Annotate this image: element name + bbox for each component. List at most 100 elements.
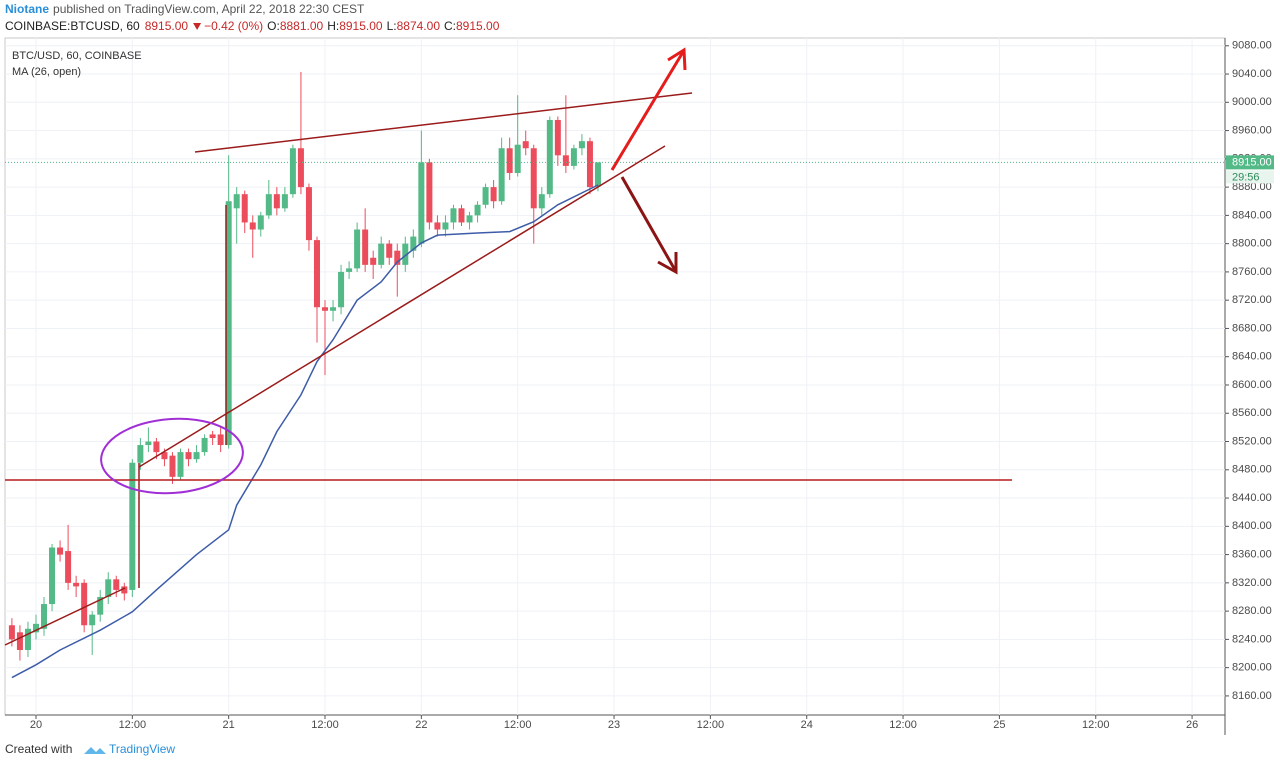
candle-body (97, 596, 104, 615)
candle-body (145, 441, 152, 446)
x-tick-label: 12:00 (119, 719, 147, 731)
y-tick-label: 8280.00 (1232, 605, 1272, 617)
resistance-line (194, 92, 693, 153)
candle-body (578, 141, 585, 149)
candle-body (297, 148, 304, 188)
highlight-circle (100, 417, 244, 495)
last-price-label: 8915.00 (1232, 156, 1272, 168)
x-tick-label: 12:00 (504, 719, 532, 731)
candle-body (322, 307, 329, 311)
y-tick-label: 9000.00 (1232, 96, 1272, 108)
candle-body (265, 194, 272, 216)
candle-body (338, 271, 345, 308)
y-tick-label: 8560.00 (1232, 407, 1272, 419)
candle-body (514, 144, 521, 173)
ma-line (11, 184, 599, 679)
candle-body (490, 187, 497, 202)
legend-ma: MA (26, open) (12, 66, 81, 78)
candle-body (233, 194, 240, 209)
y-tick-label: 8840.00 (1232, 209, 1272, 221)
x-tick-label: 12:00 (1082, 719, 1110, 731)
y-tick-label: 8520.00 (1232, 435, 1272, 447)
candle-body (305, 187, 312, 241)
change: −0.42 (0%) (204, 19, 263, 33)
last-price: 8915.00 (145, 19, 189, 33)
candle-body (8, 625, 15, 640)
candle-body (73, 582, 80, 587)
candle-body (24, 628, 31, 650)
candle-body (474, 204, 481, 216)
candle-body (257, 215, 264, 230)
y-tick-label: 8960.00 (1232, 124, 1272, 136)
header: Niotane published on TradingView.com, Ap… (5, 2, 500, 33)
candle-body (410, 236, 417, 251)
candle-body (185, 452, 192, 460)
x-tick-label: 24 (801, 719, 813, 731)
drawings (4, 47, 1012, 646)
axes: 8160.00 8200.00 8240.00 8280.00 8320.00 8360.… (30, 40, 1274, 731)
candle-body (426, 162, 433, 223)
candle-body (225, 201, 232, 446)
candle-body (522, 141, 529, 149)
y-tick-label: 8880.00 (1232, 181, 1272, 193)
candle-body (81, 582, 88, 626)
candle-body (65, 551, 72, 583)
x-tick-label: 12:00 (697, 719, 725, 731)
ohlc-value: 8881.00 (280, 19, 324, 33)
candle-body (402, 243, 409, 265)
countdown: 29:56 (1232, 171, 1260, 183)
candle-body (386, 243, 393, 258)
author[interactable]: Niotane (5, 2, 49, 16)
countdown-box (1226, 170, 1274, 184)
candle-body (506, 148, 513, 173)
candle-body (313, 240, 320, 308)
y-tick-label: 8400.00 (1232, 520, 1272, 532)
candle-body (594, 162, 601, 187)
candle-body (362, 229, 369, 265)
logo-icon (84, 747, 106, 754)
candle-body (217, 434, 224, 446)
candle-body (370, 257, 377, 265)
x-tick-label: 12:00 (311, 719, 339, 731)
candle-body (530, 148, 537, 209)
x-tick-label: 21 (223, 719, 235, 731)
candle-body (434, 222, 441, 230)
candle-body (153, 441, 160, 453)
candle-body (458, 208, 465, 223)
candle-body (289, 148, 296, 195)
candle-body (16, 632, 23, 650)
candle-body (466, 215, 473, 223)
candle-body (394, 250, 401, 265)
ohlc-value: 8915.00 (339, 19, 383, 33)
x-tick-label: 25 (993, 719, 1005, 731)
y-tick-label: 8480.00 (1232, 464, 1272, 476)
down-arrow-head (657, 252, 678, 275)
candle-body (177, 452, 184, 477)
candle-body (201, 437, 208, 453)
down-arrow-icon (193, 23, 202, 30)
up-arrow-head (667, 47, 687, 71)
up-arrow (610, 51, 685, 171)
x-tick-label: 22 (415, 719, 427, 731)
candle-body (546, 119, 553, 195)
y-tick-label: 8680.00 (1232, 322, 1272, 334)
ohlc-label: C: (444, 19, 456, 33)
candle-body (554, 119, 561, 156)
candle-body (482, 187, 489, 205)
candle-body (418, 162, 425, 244)
candle-body (161, 452, 168, 460)
candle-body (89, 614, 96, 626)
created-with: Created with (5, 742, 72, 756)
ohlc-label: O: (267, 19, 280, 33)
candle-body (121, 586, 128, 594)
candle-body (570, 148, 577, 166)
x-tick-label: 23 (608, 719, 620, 731)
candle-body (538, 194, 545, 209)
y-tick-label: 8640.00 (1232, 351, 1272, 363)
support-line (138, 145, 666, 468)
brand[interactable]: TradingView (109, 742, 175, 756)
candle-body (41, 604, 48, 629)
candle-body (249, 222, 256, 230)
x-tick-label: 12:00 (889, 719, 917, 731)
